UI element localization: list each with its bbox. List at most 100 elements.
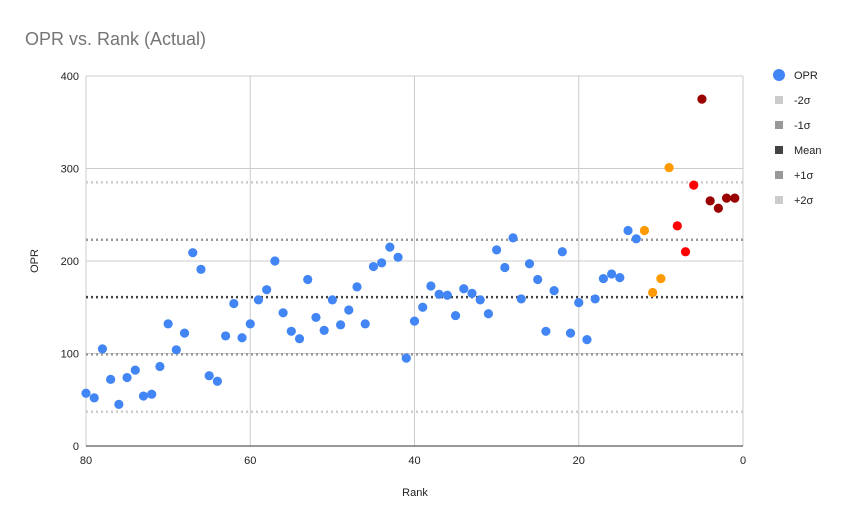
- x-ticks: 80 60 40 20 0: [80, 455, 746, 467]
- data-point: [648, 287, 658, 298]
- data-point: [500, 262, 510, 273]
- data-point: [467, 288, 477, 298]
- data-point: [426, 281, 436, 291]
- data-point: [278, 308, 288, 318]
- data-point: [204, 371, 214, 381]
- data-point: [590, 294, 600, 304]
- data-point: [680, 247, 691, 257]
- data-point: [598, 273, 608, 284]
- data-point: [229, 298, 239, 309]
- data-point: [81, 388, 91, 398]
- legend: OPR -2σ -1σ Mean +1σ +2σ: [773, 69, 822, 207]
- data-point: [97, 344, 108, 354]
- data-point: [409, 316, 420, 326]
- data-point: [245, 319, 255, 329]
- legend-label: +1σ: [794, 170, 814, 182]
- data-point: [492, 245, 502, 255]
- data-point: [442, 290, 452, 300]
- data-point: [393, 252, 403, 262]
- data-point: [721, 193, 732, 203]
- data-point: [237, 333, 247, 343]
- data-point: [114, 399, 124, 409]
- y-tick-label: 100: [61, 349, 79, 361]
- legend-marker: [775, 196, 783, 204]
- data-point: [713, 203, 723, 213]
- data-point: [130, 365, 140, 375]
- data-point: [524, 259, 535, 269]
- data-point: [253, 295, 264, 305]
- data-point: [541, 326, 551, 336]
- data-point: [615, 273, 625, 283]
- data-point: [122, 372, 132, 383]
- x-tick-label: 60: [244, 455, 256, 467]
- x-tick-label: 80: [80, 455, 92, 467]
- x-tick-label: 40: [408, 455, 420, 467]
- legend-label: +2σ: [794, 195, 814, 207]
- grid: [85, 75, 744, 447]
- data-point: [639, 225, 650, 236]
- data-point: [672, 221, 682, 231]
- chart-title: OPR vs. Rank (Actual): [25, 29, 206, 49]
- data-point: [294, 334, 305, 344]
- legend-label: -1σ: [794, 120, 811, 132]
- y-axis-label: OPR: [29, 249, 41, 273]
- data-point: [516, 294, 526, 304]
- legend-marker: [775, 146, 783, 154]
- data-point: [106, 374, 116, 384]
- data-point: [311, 312, 321, 323]
- data-point: [221, 331, 231, 341]
- data-point: [508, 233, 518, 243]
- data-point: [582, 335, 592, 345]
- data-point: [377, 258, 387, 268]
- data-point: [270, 256, 280, 266]
- data-point: [689, 180, 699, 190]
- data-point: [138, 391, 149, 401]
- data-point: [533, 274, 543, 285]
- legend-label: -2σ: [794, 95, 811, 107]
- data-point: [360, 319, 370, 329]
- data-point: [262, 285, 272, 295]
- data-point: [549, 286, 559, 296]
- data-point: [459, 284, 469, 294]
- x-tick-label: 0: [740, 455, 746, 467]
- legend-label: OPR: [794, 70, 818, 82]
- legend-marker: [773, 69, 785, 81]
- y-tick-label: 200: [61, 256, 79, 268]
- data-point: [163, 319, 173, 329]
- y-tick-label: 0: [73, 441, 79, 453]
- data-point: [196, 264, 206, 274]
- legend-marker: [775, 171, 783, 179]
- data-point: [557, 247, 567, 257]
- data-point: [565, 328, 576, 338]
- data-point: [656, 273, 666, 284]
- data-point: [434, 289, 444, 299]
- data-point: [352, 282, 362, 292]
- data-point: [607, 269, 617, 279]
- data-point: [147, 389, 157, 399]
- data-point: [401, 353, 411, 363]
- data-point: [89, 393, 99, 403]
- data-point: [574, 298, 584, 308]
- legend-marker: [775, 121, 783, 129]
- data-point: [327, 295, 337, 305]
- data-point: [155, 361, 165, 372]
- data-point: [344, 305, 354, 315]
- data-point: [368, 261, 379, 272]
- data-point: [475, 295, 485, 305]
- data-point: [179, 328, 190, 338]
- data-points: [81, 94, 740, 409]
- y-tick-label: 300: [61, 164, 79, 176]
- data-point: [171, 345, 181, 355]
- legend-marker: [775, 96, 783, 104]
- data-point: [623, 225, 633, 236]
- y-tick-label: 400: [61, 71, 79, 83]
- data-point: [385, 242, 395, 252]
- legend-label: Mean: [794, 145, 822, 157]
- data-point: [335, 320, 346, 330]
- data-point: [188, 248, 198, 258]
- data-point: [212, 376, 222, 386]
- data-point: [450, 310, 461, 321]
- data-point: [697, 94, 707, 104]
- data-point: [319, 325, 329, 335]
